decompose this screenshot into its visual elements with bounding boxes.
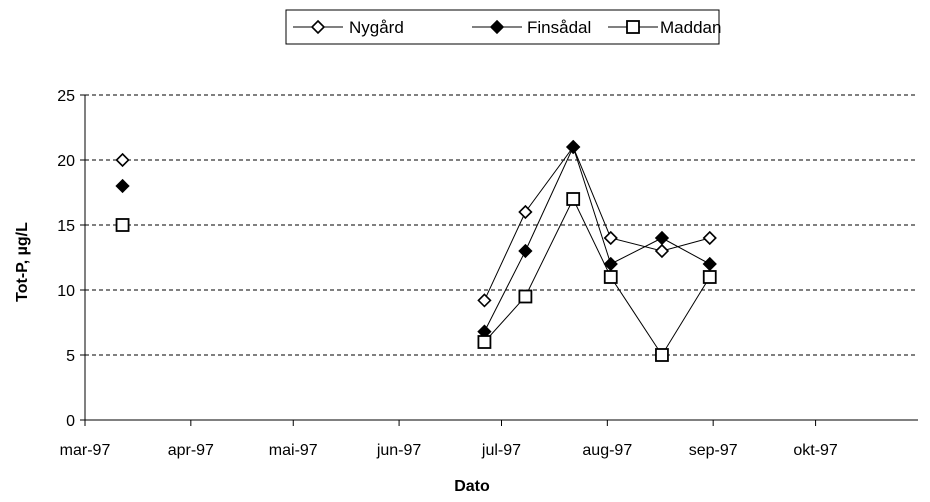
data-point — [603, 256, 618, 272]
y-tick-label: 20 — [57, 153, 75, 170]
x-tick-label: jun-97 — [376, 442, 422, 459]
data-point — [477, 335, 492, 349]
series-markers-1 — [115, 139, 717, 339]
x-tick-label: sep-97 — [689, 442, 738, 459]
y-tick-label: 15 — [57, 218, 75, 235]
legend-label: Finsådal — [527, 18, 591, 37]
series-line — [483, 145, 710, 332]
data-point — [477, 293, 492, 308]
data-point — [654, 243, 670, 259]
x-tick-label: mai-97 — [269, 442, 318, 459]
series-0 — [483, 145, 710, 301]
data-point — [702, 256, 717, 272]
series-line — [483, 145, 710, 301]
data-point — [115, 178, 130, 194]
data-point — [566, 139, 581, 155]
y-axis-title: Tot-P, µg/L — [14, 222, 31, 302]
data-point — [115, 152, 130, 168]
x-axis-title: Dato — [454, 478, 490, 495]
y-tick-label: 10 — [57, 283, 75, 300]
series-2 — [484, 197, 711, 356]
series-markers-0 — [115, 139, 717, 308]
x-tick-label: mar-97 — [60, 442, 111, 459]
data-point — [654, 230, 670, 246]
data-point — [566, 192, 581, 206]
data-point — [518, 289, 533, 304]
legend-label: Nygård — [349, 18, 404, 37]
legend-marker — [489, 19, 505, 35]
data-point — [603, 270, 618, 284]
data-point — [702, 270, 717, 284]
x-tick-label: aug-97 — [582, 442, 632, 459]
data-point — [518, 204, 533, 220]
series-markers-2 — [115, 192, 717, 362]
data-point — [702, 230, 717, 246]
data-point — [603, 230, 618, 246]
x-tick-label: jul-97 — [481, 442, 521, 459]
x-tick-label: apr-97 — [168, 442, 214, 459]
y-tick-label: 25 — [57, 88, 75, 105]
y-tick-label: 5 — [66, 348, 75, 365]
x-tick-label: okt-97 — [793, 442, 838, 459]
legend-marker — [310, 19, 326, 35]
legend-label: Maddan — [660, 18, 721, 37]
series-1 — [483, 145, 710, 332]
data-point — [655, 348, 669, 362]
data-point — [115, 218, 130, 232]
y-tick-label: 0 — [66, 413, 75, 430]
data-point — [518, 243, 533, 259]
legend-marker — [626, 20, 640, 34]
series-line — [484, 197, 711, 356]
